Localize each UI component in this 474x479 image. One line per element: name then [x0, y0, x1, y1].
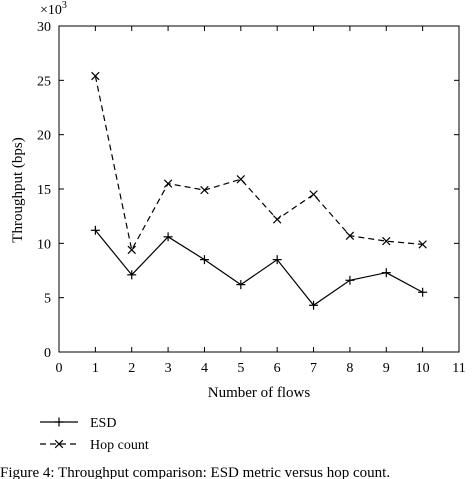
data-point-hop-count: [200, 185, 209, 195]
legend-label-hop-count: Hop count: [90, 438, 149, 453]
x-tick-label: 8: [346, 361, 353, 376]
x-axis-label: Number of flows: [208, 385, 311, 401]
x-tick-label: 9: [383, 361, 390, 376]
x-tick-label: 7: [310, 361, 317, 376]
data-point-hop-count: [345, 231, 355, 240]
y-axis-multiplier-exponent: 3: [62, 0, 67, 11]
x-tick-label: 3: [165, 361, 172, 376]
data-point-esd: [345, 275, 355, 285]
data-point-hop-count: [382, 236, 391, 246]
data-point-hop-count: [272, 215, 282, 224]
x-tick-label: 10: [416, 361, 430, 376]
x-tick-label: 5: [237, 361, 244, 376]
data-point-hop-count: [163, 179, 173, 188]
data-point-hop-count: [91, 71, 100, 81]
y-tick-label: 30: [37, 20, 51, 35]
data-point-esd: [418, 287, 428, 297]
data-point-esd: [381, 268, 391, 278]
x-tick-label: 1: [92, 361, 99, 376]
legend-label-esd: ESD: [90, 416, 116, 431]
data-point-esd: [199, 255, 209, 265]
data-point-esd: [236, 280, 246, 290]
x-tick-label: 4: [201, 361, 208, 376]
series-line-hop-count: [94, 75, 423, 252]
y-tick-label: 15: [37, 183, 51, 198]
data-point-hop-count: [418, 240, 427, 249]
y-tick-label: 5: [44, 292, 51, 307]
x-tick-label: 2: [128, 361, 135, 376]
data-point-hop-count: [309, 190, 318, 199]
data-point-esd: [127, 270, 137, 280]
legend-marker-esd: [54, 417, 64, 427]
y-tick-label: 25: [37, 74, 51, 89]
series-line-esd: [94, 229, 423, 307]
y-tick-label: 20: [37, 129, 51, 144]
y-axis-multiplier-base: ×10: [40, 3, 62, 18]
y-tick-label: 10: [37, 237, 51, 252]
data-point-hop-count: [236, 174, 246, 184]
figure-caption: Figure 4: Throughput comparison: ESD met…: [0, 465, 390, 479]
data-point-esd: [272, 255, 282, 265]
x-tick-label: 11: [452, 361, 465, 376]
data-point-esd: [163, 232, 173, 242]
data-point-esd: [309, 300, 319, 310]
legend-marker-hop-count: [54, 439, 64, 449]
x-tick-label: 0: [56, 361, 63, 376]
y-axis-multiplier: ×103: [40, 0, 67, 18]
y-axis-label: Throughput (bps): [10, 137, 26, 242]
x-tick-label: 6: [274, 361, 281, 376]
data-point-esd: [90, 225, 100, 235]
data-point-hop-count: [127, 245, 136, 255]
y-tick-label: 0: [44, 346, 51, 361]
